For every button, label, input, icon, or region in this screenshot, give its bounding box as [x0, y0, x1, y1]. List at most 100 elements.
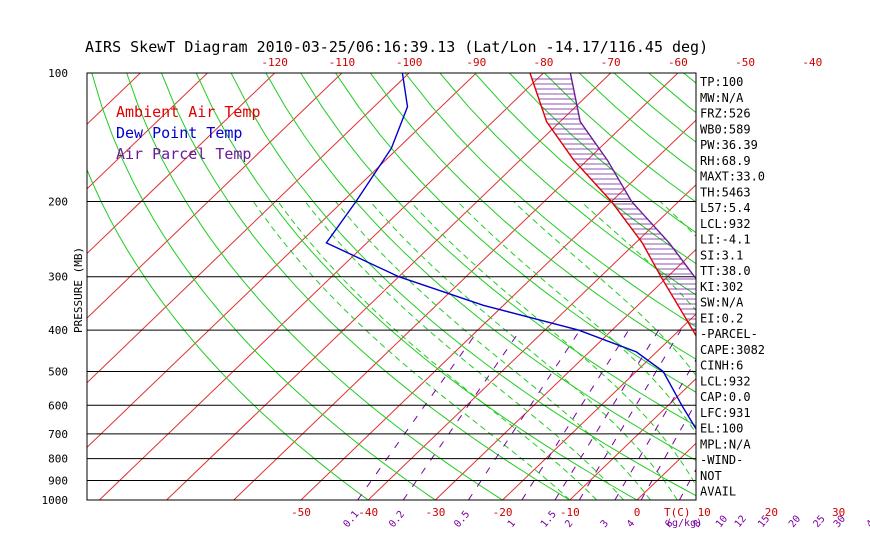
mixing-ratio-label: 40 [865, 514, 870, 530]
pressure-tick-label: 100 [48, 67, 68, 80]
mixing-ratio-label: 0.5 [452, 509, 472, 530]
pressure-tick-label: 500 [48, 365, 68, 378]
mixing-ratio-label: 2 [563, 518, 575, 530]
stability-index: PW:36.39 [700, 138, 758, 152]
isotherm-line [569, 377, 696, 500]
dry-adiabat [439, 73, 696, 296]
dry-adiabat [91, 73, 436, 500]
mixing-ratio-labels: 0.1 0.2 0.5 1 1.5 2 3 4 6 8 10 12 15 20 25 30 40 [341, 509, 870, 530]
bottom-temp-tick-label: -20 [493, 506, 513, 519]
mixing-ratio-line [521, 329, 630, 500]
isotherm-line [87, 73, 343, 319]
stability-index: CAP:0.0 [700, 390, 751, 404]
stability-index: EI:0.2 [700, 311, 743, 325]
dry-adiabat [126, 73, 503, 500]
mixing-ratio-line [468, 329, 581, 500]
top-temp-tick-label: -120 [261, 56, 288, 69]
legend: Ambient Air Temp Dew Point Temp Air Parcel… [116, 103, 261, 163]
dry-adiabat [195, 73, 638, 500]
stability-index: L57:5.4 [700, 201, 751, 215]
stability-index: -WIND- [700, 453, 743, 467]
stability-index: LCL:932 [700, 217, 751, 231]
stability-index: RH:68.9 [700, 154, 751, 168]
top-temp-tick-label: -60 [668, 56, 688, 69]
dry-adiabat [87, 168, 369, 500]
pressure-tick-label: 1000 [42, 494, 69, 507]
pressure-tick-label: 400 [48, 324, 68, 337]
stability-index: MPL:N/A [700, 437, 751, 451]
isotherm-line [233, 73, 679, 500]
pressure-tick-label: 200 [48, 196, 68, 209]
stability-index: CINH:6 [700, 359, 743, 373]
mixing-ratio-line [640, 401, 696, 500]
stability-index: TT:38.0 [700, 264, 751, 278]
dry-adiabat [161, 73, 571, 500]
isotherm-line [502, 313, 696, 500]
stability-index: WB0:589 [700, 122, 751, 136]
stability-index: LCL:932 [700, 374, 751, 388]
bottom-temp-tick-label: 20 [765, 506, 778, 519]
isotherm-line [839, 73, 870, 500]
moist-adiabat [409, 201, 696, 487]
bottom-temp-tick-label: -10 [560, 506, 580, 519]
legend-entry: Ambient Air Temp [116, 103, 261, 121]
isotherm-line [87, 73, 410, 384]
mixing-ratio-unit: (g/kg) [666, 518, 702, 529]
stability-index: CAPE:3082 [700, 343, 765, 357]
isotherm-line [87, 73, 276, 255]
stability-index: TH:5463 [700, 185, 751, 199]
top-temp-tick-label: -50 [735, 56, 755, 69]
mixing-ratio-label: 10 [714, 514, 730, 530]
stability-index: LFC:931 [700, 406, 751, 420]
mixing-ratio-label: 4 [625, 518, 637, 530]
mixing-ratio-line [803, 330, 870, 500]
temp-ticks-bottom: -50 -40 -30 -20 -10 0 10 20 30 [291, 506, 845, 519]
pressure-tick-label: 300 [48, 271, 68, 284]
mixing-ratio-label: 12 [733, 514, 749, 530]
isotherm-line [367, 184, 696, 500]
mixing-ratio-label: 1.5 [539, 509, 559, 530]
top-temp-tick-label: -80 [534, 56, 554, 69]
top-temp-tick-label: -90 [466, 56, 486, 69]
mixing-ratio-line [828, 330, 870, 500]
top-temp-tick-label: -40 [802, 56, 822, 69]
moist-adiabat [335, 201, 651, 500]
stability-index: NOT [700, 469, 722, 483]
mixing-ratio-line [772, 330, 855, 500]
moist-adiabat [826, 202, 865, 501]
plot-frame [86, 72, 697, 501]
mixing-ratio-label: 1 [506, 518, 518, 530]
mixing-ratio-label: 25 [812, 514, 828, 530]
pressure-tick-label: 600 [48, 399, 68, 412]
moist-adiabat [580, 201, 696, 312]
mixing-ratio-line [578, 329, 682, 500]
dry-adiabat [788, 73, 870, 500]
isotherm-line [87, 73, 477, 449]
series-line [325, 73, 696, 431]
dry-adiabat [823, 73, 870, 500]
dry-adiabat [265, 73, 696, 461]
dry-adiabat [369, 73, 696, 360]
dry-adiabat [230, 73, 696, 497]
stability-index: KI:302 [700, 280, 743, 294]
stability-index: AVAIL [700, 485, 736, 499]
isotherm-line [435, 248, 696, 500]
bottom-temp-tick-label: 10 [698, 506, 711, 519]
isotherm-line [166, 73, 612, 500]
chart-title: AIRS SkewT Diagram 2010-03-25/06:16:39.1… [85, 38, 708, 56]
bottom-temp-tick-label: -40 [358, 506, 378, 519]
stability-index: TP:100 [700, 75, 743, 89]
pressure-tick-label: 900 [48, 474, 68, 487]
dry-adiabat [335, 73, 696, 393]
mixing-ratio-label: 0.2 [387, 509, 407, 530]
y-axis-label: PRESSURE (MB) [72, 247, 85, 333]
series-line [529, 73, 696, 337]
isotherm-line [87, 73, 208, 190]
mixing-ratio-label: 3 [599, 518, 611, 530]
mixing-ratio-label: 8 [691, 518, 703, 530]
mixing-ratio-line [402, 329, 521, 500]
stability-index: SI:3.1 [700, 248, 743, 262]
series-layer [325, 73, 696, 431]
